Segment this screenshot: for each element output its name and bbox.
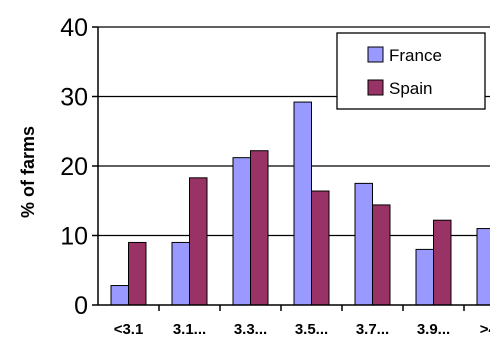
legend-box <box>336 32 486 110</box>
bar-france-1 <box>171 241 190 306</box>
bar-france-5 <box>415 248 434 306</box>
bar-spain-1 <box>189 177 208 306</box>
bar-france-2 <box>232 157 251 306</box>
legend-swatch-france <box>367 46 384 63</box>
y-tick-label: 10 <box>60 223 88 251</box>
y-tick-label: 20 <box>60 153 88 181</box>
x-tick-label: 3.9... <box>417 321 450 338</box>
y-tick-label: 30 <box>60 84 88 112</box>
axes <box>92 26 490 311</box>
bar-spain-4 <box>372 204 391 306</box>
x-tick-label: 3.3... <box>234 321 267 338</box>
bars <box>110 101 490 306</box>
x-tick-label: <3.1 <box>114 321 144 338</box>
bar-france-4 <box>354 182 373 306</box>
bar-france-0 <box>110 285 129 306</box>
bar-france-6 <box>476 228 490 306</box>
x-tick-label: 3.7... <box>356 321 389 338</box>
bar-spain-3 <box>311 190 330 306</box>
x-tick-label: 3.5... <box>295 321 328 338</box>
bar-spain-0 <box>128 241 147 306</box>
bar-spain-2 <box>250 150 269 306</box>
x-tick-labels: <3.1 3.1... 3.3... 3.5... 3.7... 3.9... >4.2 <box>114 321 490 338</box>
y-axis-label: % of farms <box>18 126 38 218</box>
x-tick-label: 3.1... <box>173 321 206 338</box>
y-tick-labels: 0 10 20 30 40 <box>60 14 88 320</box>
legend-label-spain: Spain <box>389 79 432 98</box>
legend-label-france: France <box>389 46 442 65</box>
bar-france-3 <box>293 101 312 306</box>
legend-swatch-spain <box>367 79 384 96</box>
bar-spain-5 <box>433 219 452 306</box>
legend: France Spain <box>336 32 486 110</box>
y-tick-label: 0 <box>74 292 88 320</box>
x-tick-label: >4.2 <box>480 321 490 338</box>
y-tick-label: 40 <box>60 14 88 42</box>
